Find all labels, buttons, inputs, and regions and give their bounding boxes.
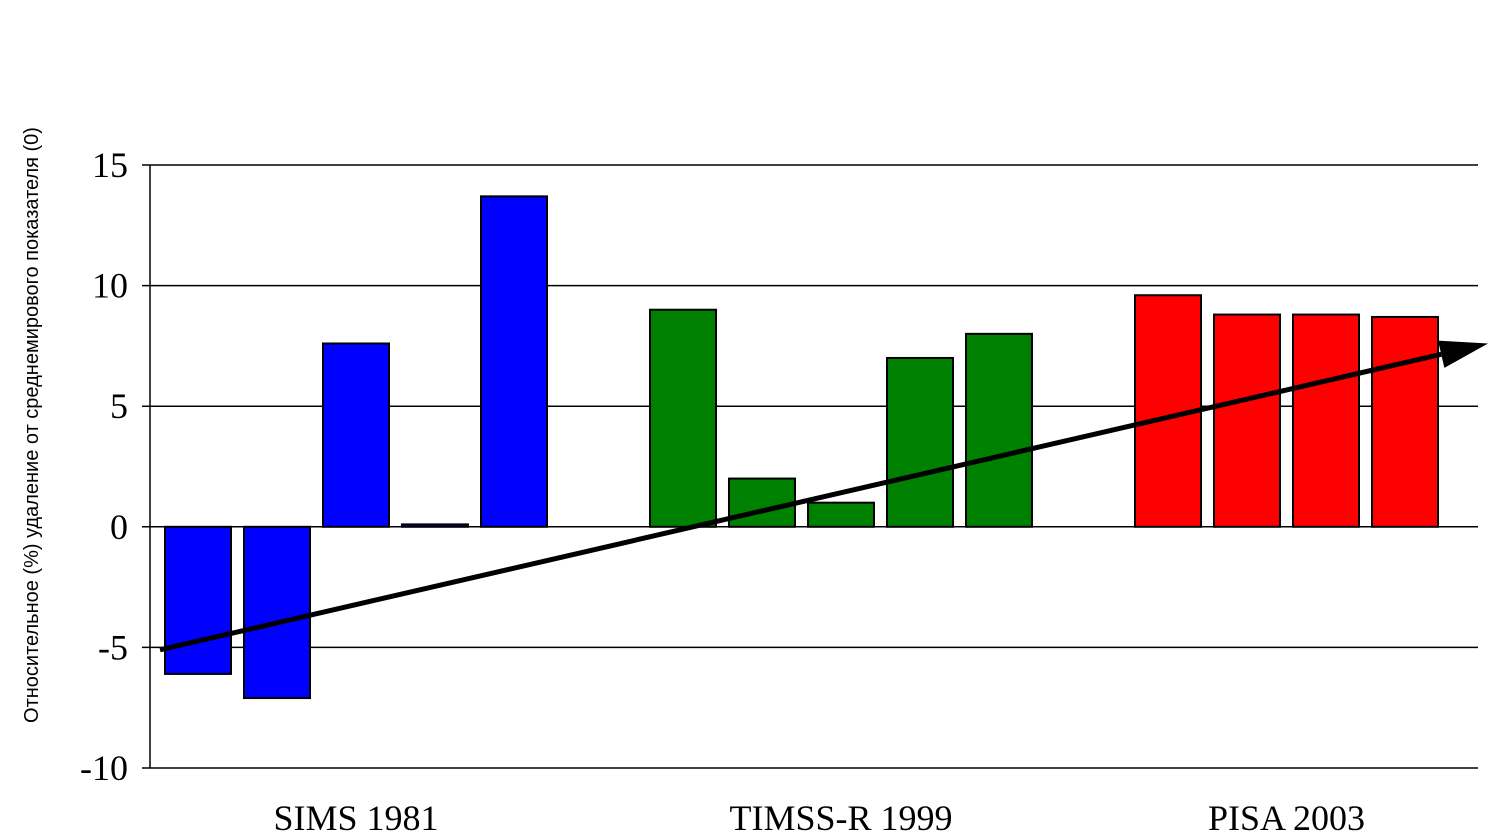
trend-arrow-head [1438,340,1488,368]
bar [401,523,469,528]
y-tick-label: 15 [92,145,128,185]
y-tick-label: 0 [110,507,128,547]
bar [480,195,548,528]
y-tick-label: -5 [98,627,128,667]
bar [728,477,796,528]
y-tick-label: 5 [110,386,128,426]
category-label: TIMSS-R 1999 [729,798,952,836]
bar [1213,313,1281,528]
bar [164,525,232,675]
y-tick-label: -10 [80,748,128,788]
bar [322,342,390,528]
trend-arrow [159,340,1488,653]
bar [886,356,954,528]
bar [1371,315,1439,528]
bars [164,195,1439,700]
category-label: SIMS 1981 [273,798,438,836]
trend-arrow-shaft [159,351,1442,653]
bar [243,525,311,700]
y-tick-label: 10 [92,266,128,306]
y-tick-labels: 15 10 5 0 -5 -10 [80,145,128,788]
bar [965,332,1033,528]
bar [807,501,875,528]
bar [649,308,717,528]
category-labels: SIMS 1981 TIMSS-R 1999 PISA 2003 [273,798,1365,836]
category-label: PISA 2003 [1208,798,1365,836]
bar [1292,313,1360,528]
y-axis-label: Относительное (%) удаление от среднемиро… [21,127,43,723]
